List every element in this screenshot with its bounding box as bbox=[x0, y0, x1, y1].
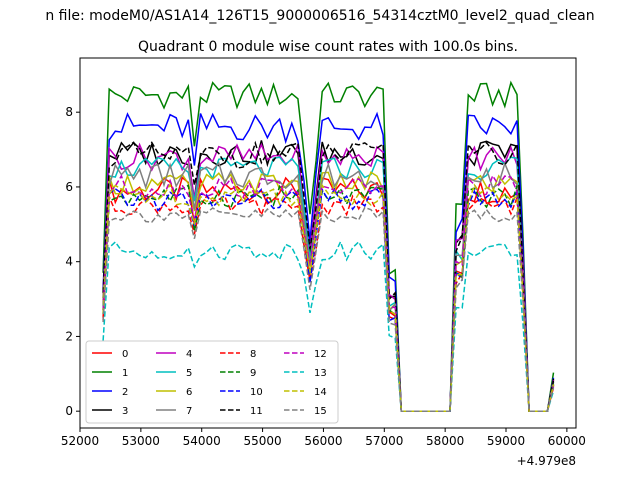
series-line-12 bbox=[102, 174, 555, 412]
series-line-15 bbox=[102, 206, 555, 412]
legend-label-5: 5 bbox=[186, 368, 192, 379]
series-line-10 bbox=[102, 187, 555, 412]
legend-label-0: 0 bbox=[122, 349, 128, 360]
legend-label-14: 14 bbox=[314, 387, 327, 398]
legend-label-2: 2 bbox=[122, 387, 128, 398]
plot-lines bbox=[102, 80, 555, 412]
x-tick-label: 60000 bbox=[548, 434, 586, 448]
x-tick-label: 53000 bbox=[122, 434, 160, 448]
series-line-7 bbox=[102, 161, 555, 412]
legend-label-15: 15 bbox=[314, 406, 327, 417]
y-tick-label: 4 bbox=[65, 255, 73, 269]
series-line-6 bbox=[102, 171, 555, 412]
series-line-11 bbox=[102, 140, 555, 412]
x-tick-label: 56000 bbox=[304, 434, 342, 448]
y-axis: 0 2 4 6 8 bbox=[65, 105, 80, 418]
legend-label-13: 13 bbox=[314, 368, 327, 379]
x-tick-label: 54000 bbox=[183, 434, 221, 448]
x-tick-label: 57000 bbox=[365, 434, 403, 448]
series-line-13 bbox=[102, 239, 555, 412]
y-tick-label: 8 bbox=[65, 105, 73, 119]
figure-suptitle: n file: modeM0/AS1A14_126T15_9000006516_… bbox=[45, 8, 594, 24]
x-axis: 52000 53000 54000 55000 56000 57000 58000 59000… bbox=[61, 428, 586, 448]
series-line-9 bbox=[102, 184, 555, 412]
y-tick-label: 2 bbox=[65, 329, 73, 343]
legend-label-4: 4 bbox=[186, 349, 192, 360]
axes-frame bbox=[79, 57, 577, 429]
y-tick-label: 0 bbox=[65, 404, 73, 418]
series-line-2 bbox=[102, 111, 555, 412]
x-tick-label: 58000 bbox=[426, 434, 464, 448]
x-tick-label: 52000 bbox=[61, 434, 99, 448]
series-line-14 bbox=[102, 182, 555, 412]
x-tick-label: 55000 bbox=[243, 434, 281, 448]
series-line-1 bbox=[102, 80, 555, 412]
legend-label-6: 6 bbox=[186, 387, 192, 398]
legend-frame bbox=[85, 340, 339, 424]
legend-label-3: 3 bbox=[122, 406, 128, 417]
legend-label-1: 1 bbox=[122, 368, 128, 379]
legend-label-10: 10 bbox=[250, 387, 263, 398]
legend-label-8: 8 bbox=[250, 349, 256, 360]
legend-label-12: 12 bbox=[314, 349, 327, 360]
legend-label-7: 7 bbox=[186, 406, 192, 417]
x-offset-label: +4.979e8 bbox=[517, 454, 576, 468]
legend-label-9: 9 bbox=[250, 368, 256, 379]
y-tick-label: 6 bbox=[65, 180, 73, 194]
x-tick-label: 59000 bbox=[487, 434, 525, 448]
chart-title: Quadrant 0 module wise count rates with … bbox=[138, 39, 518, 55]
legend-label-11: 11 bbox=[250, 406, 263, 417]
